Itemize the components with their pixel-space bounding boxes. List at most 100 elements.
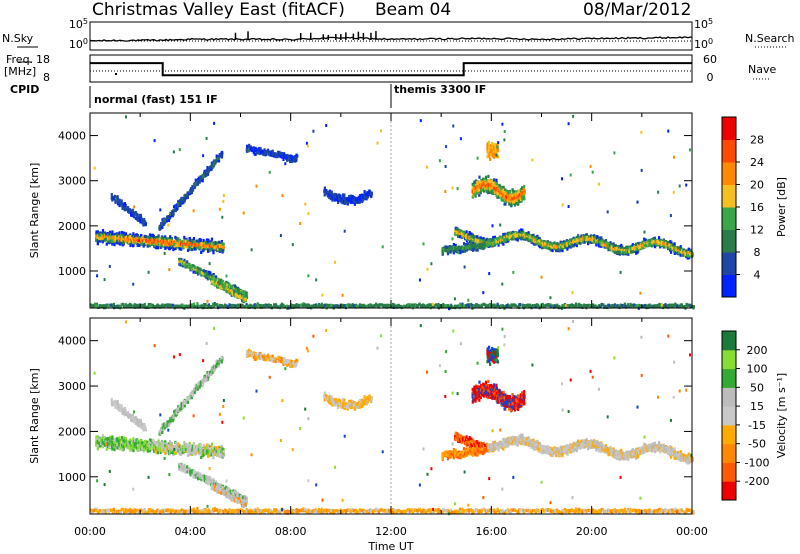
power-cell xyxy=(506,232,509,236)
power-cell xyxy=(180,247,183,251)
power-cell xyxy=(521,236,524,240)
power-cell xyxy=(226,290,229,294)
power-cell xyxy=(187,263,191,267)
power-cell xyxy=(358,199,361,203)
power-cell xyxy=(167,218,170,222)
power-cell xyxy=(194,267,197,271)
power-cell xyxy=(172,246,175,250)
power-cell xyxy=(119,235,122,239)
power-cell xyxy=(193,243,196,247)
power-cell xyxy=(290,159,293,164)
power-cell xyxy=(96,242,99,246)
power-cell xyxy=(237,287,240,292)
power-cell xyxy=(190,188,193,192)
freq-unit-label: [MHz] xyxy=(4,65,37,78)
power-cell xyxy=(199,238,202,242)
power-cell xyxy=(529,235,532,239)
power-cell xyxy=(183,235,186,240)
power-cell xyxy=(202,272,205,276)
power-cell xyxy=(476,248,479,252)
power-cell xyxy=(124,206,127,210)
power-cell xyxy=(101,231,105,235)
power-cell xyxy=(351,194,354,199)
power-cell xyxy=(531,234,534,238)
power-cell xyxy=(609,244,612,248)
power-cell xyxy=(185,195,188,199)
power-cell xyxy=(601,239,604,243)
power-cell xyxy=(502,232,505,237)
power-cell xyxy=(191,187,194,191)
power-cell xyxy=(165,237,168,241)
power-cell xyxy=(194,243,197,247)
power-cell xyxy=(660,240,663,244)
power-cell xyxy=(198,239,201,243)
power-cell xyxy=(366,191,369,196)
power-cell xyxy=(234,292,237,297)
power-cell xyxy=(561,249,564,253)
power-cell xyxy=(188,237,191,241)
tick-label: 105 xyxy=(694,17,713,31)
power-cell xyxy=(591,238,594,243)
power-cell xyxy=(121,231,124,235)
power-cell xyxy=(358,197,361,201)
power-cell xyxy=(110,196,113,200)
power-cell xyxy=(186,192,189,196)
power-cell xyxy=(201,249,204,253)
power-cell xyxy=(245,291,248,295)
power-cell xyxy=(257,147,260,151)
power-cell xyxy=(497,243,500,247)
power-cell xyxy=(117,233,120,237)
power-cell xyxy=(128,239,131,244)
power-cell xyxy=(104,234,107,239)
power-cell xyxy=(607,243,610,247)
power-cell xyxy=(460,230,463,234)
power-cell xyxy=(157,242,160,246)
power-cell xyxy=(199,242,202,246)
power-cell xyxy=(127,209,130,213)
power-cell xyxy=(462,233,465,237)
power-cell xyxy=(657,238,660,242)
power-cell xyxy=(337,198,340,202)
power-cell xyxy=(478,241,481,245)
power-cell xyxy=(611,247,614,251)
power-cell xyxy=(166,242,169,246)
power-cell xyxy=(193,185,196,190)
power-cell xyxy=(240,290,243,294)
power-cell xyxy=(120,199,123,203)
nsky-label: N.Sky xyxy=(2,32,34,45)
power-cell xyxy=(263,148,266,152)
power-cell xyxy=(151,242,154,246)
power-cell xyxy=(129,209,133,213)
power-cell xyxy=(351,200,354,204)
power-cell xyxy=(146,241,150,245)
power-cell xyxy=(485,237,488,241)
power-cell xyxy=(545,245,548,249)
power-cell xyxy=(102,235,105,239)
power-cell xyxy=(152,240,155,244)
power-cell xyxy=(223,287,226,292)
nave-dot xyxy=(115,73,117,75)
power-cell xyxy=(641,245,644,250)
power-cell xyxy=(164,235,167,239)
power-cell xyxy=(152,235,155,239)
power-cell xyxy=(673,242,676,246)
power-cell xyxy=(108,230,112,234)
power-cell xyxy=(593,239,596,243)
power-cell xyxy=(481,239,484,243)
power-cell xyxy=(593,235,596,239)
power-cell xyxy=(537,241,540,246)
power-cell xyxy=(113,243,116,247)
power-cell xyxy=(506,239,509,243)
power-cell xyxy=(215,283,218,287)
power-cell xyxy=(189,242,192,246)
power-cell xyxy=(112,238,116,242)
power-cell xyxy=(470,242,473,247)
power-cell xyxy=(465,236,468,240)
power-cell xyxy=(246,144,249,148)
date-label: 08/Mar/2012 xyxy=(583,0,692,20)
power-cell xyxy=(579,238,582,242)
power-cell xyxy=(342,196,345,201)
power-cell xyxy=(503,238,506,242)
power-cell xyxy=(528,239,531,243)
